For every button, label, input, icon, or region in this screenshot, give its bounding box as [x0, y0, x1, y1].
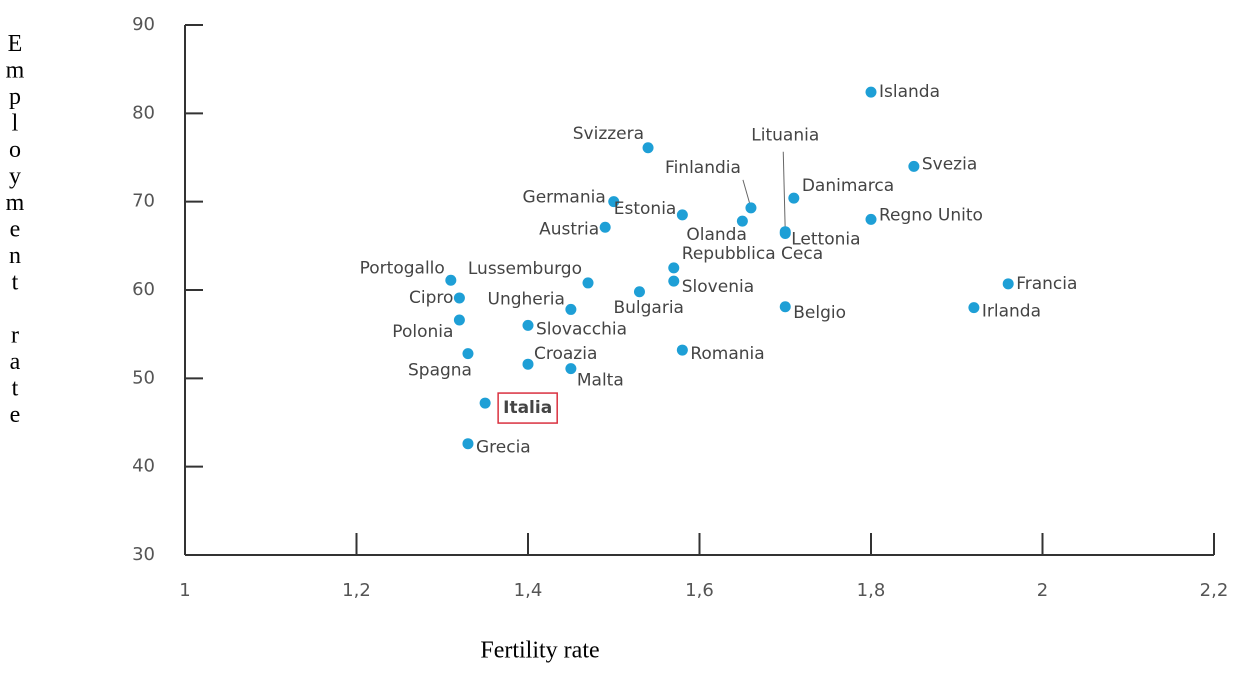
y-tick-label: 40	[132, 456, 155, 477]
x-tick-label: 1,8	[857, 580, 886, 601]
point	[736, 215, 748, 227]
point	[865, 86, 877, 98]
point-label: Cipro	[409, 288, 453, 308]
point	[565, 363, 577, 375]
point-label: Islanda	[879, 82, 940, 102]
point	[779, 227, 791, 239]
point-label: Slovenia	[682, 277, 754, 297]
y-tick-label: 50	[132, 367, 155, 388]
point	[522, 358, 534, 370]
point-label: Lettonia	[791, 229, 860, 249]
point	[668, 275, 680, 287]
point	[676, 344, 688, 356]
point-label: Irlanda	[982, 302, 1041, 322]
point	[608, 196, 620, 208]
point	[599, 221, 611, 233]
point-label: Lituania	[751, 126, 819, 146]
point-label: Francia	[1016, 274, 1077, 294]
point-label: Spagna	[408, 361, 472, 381]
point	[462, 348, 474, 360]
point	[676, 209, 688, 221]
point-label: Finlandia	[665, 158, 741, 178]
point	[745, 202, 757, 214]
point-label: Italia	[503, 398, 552, 418]
y-tick-label: 70	[132, 191, 155, 212]
point	[633, 286, 645, 298]
point-label: Estonia	[614, 199, 677, 219]
leader-line	[782, 151, 786, 232]
point-label: Danimarca	[802, 176, 894, 196]
point	[445, 274, 457, 286]
x-tick-label: 2	[1037, 580, 1048, 601]
point-label: Croazia	[534, 344, 597, 364]
point-label: Germania	[523, 188, 606, 208]
point	[565, 303, 577, 315]
point-label: Malta	[577, 371, 624, 391]
point-label: Regno Unito	[879, 205, 983, 225]
point-label: Olanda	[686, 225, 747, 245]
y-tick-label: 90	[132, 14, 155, 35]
x-tick-label: 1	[179, 580, 190, 601]
point	[479, 397, 491, 409]
point	[788, 192, 800, 204]
point	[453, 292, 465, 304]
point	[522, 319, 534, 331]
x-tick-label: 1,4	[514, 580, 543, 601]
y-tick-label: 80	[132, 102, 155, 123]
point	[642, 142, 654, 154]
point-label: Polonia	[392, 322, 453, 342]
point	[462, 438, 474, 450]
point	[453, 314, 465, 326]
point	[865, 213, 877, 225]
point	[1002, 278, 1014, 290]
point	[968, 302, 980, 314]
point-label: Grecia	[476, 438, 531, 458]
point	[582, 277, 594, 289]
point-label: Lussemburgo	[468, 259, 582, 279]
x-tick-label: 2,2	[1200, 580, 1229, 601]
x-tick-label: 1,6	[685, 580, 714, 601]
point-label: Slovacchia	[536, 319, 627, 339]
point-label: Romania	[690, 344, 764, 364]
y-tick-label: 30	[132, 544, 155, 565]
point-label: Ungheria	[488, 289, 565, 309]
point	[908, 160, 920, 172]
point-label: Bulgaria	[613, 298, 684, 318]
point-label: Svezia	[922, 154, 977, 174]
point-label: Repubblica Ceca	[682, 244, 823, 264]
highlight-box	[497, 392, 558, 424]
x-axis-title: Fertility rate	[480, 638, 599, 664]
point	[779, 301, 791, 313]
y-tick-label: 60	[132, 279, 155, 300]
point	[668, 262, 680, 274]
x-tick-label: 1,2	[342, 580, 371, 601]
point-label: Belgio	[793, 303, 846, 323]
point-label: Svizzera	[573, 124, 644, 144]
point-label: Austria	[539, 219, 599, 239]
point-label: Portogallo	[360, 258, 445, 278]
